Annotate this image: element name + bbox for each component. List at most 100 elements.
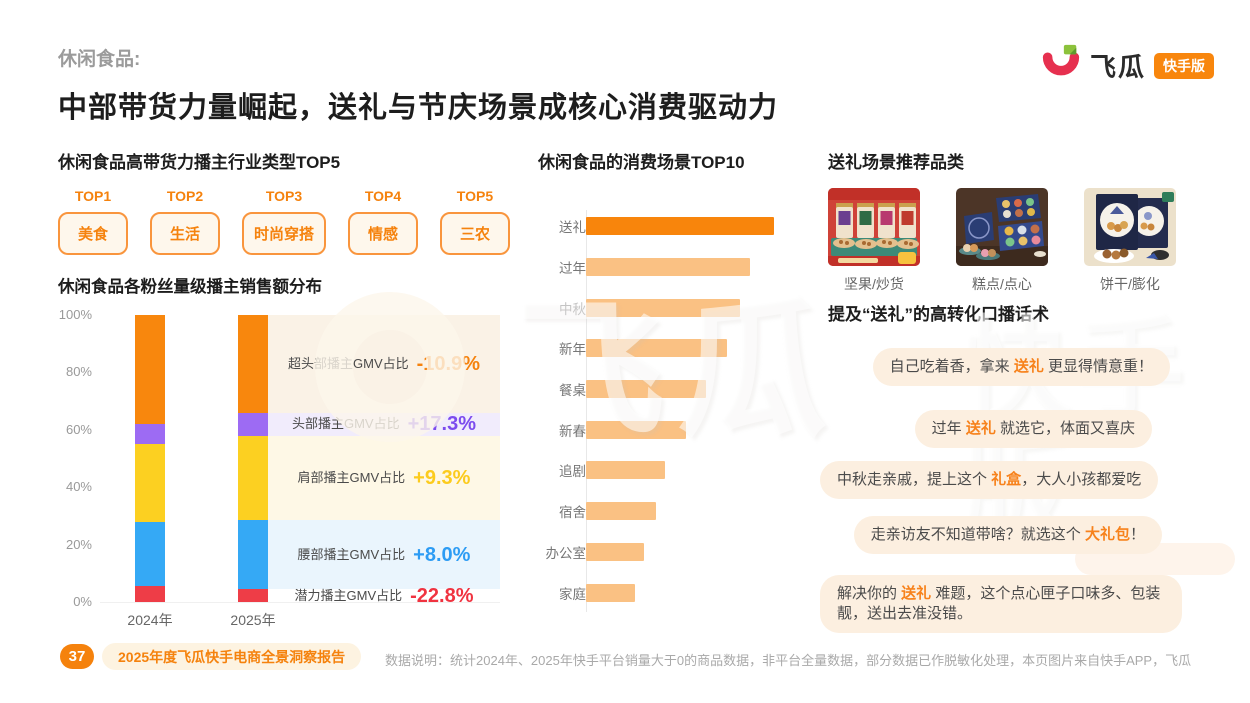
scene-axis-line bbox=[586, 210, 587, 612]
category-tag: 生活 bbox=[149, 212, 220, 255]
bar-segment bbox=[238, 520, 268, 590]
rank-label: TOP1 bbox=[74, 188, 112, 204]
bubble-text: ，大人小孩都爱吃 bbox=[1021, 471, 1142, 488]
bar-segment bbox=[238, 436, 268, 521]
band-label: 腰部播主GMV占比 bbox=[297, 546, 406, 562]
section-title-scenes: 休闲食品的消费场景TOP10 bbox=[538, 153, 745, 172]
y-axis-tick: 40% bbox=[65, 479, 92, 495]
scene-label: 新年 bbox=[559, 342, 586, 358]
scene-label: 追剧 bbox=[559, 464, 586, 480]
y-axis-tick: 20% bbox=[65, 536, 92, 552]
rank-label: TOP2 bbox=[166, 188, 204, 204]
report-name-pill: 2025年度飞瓜快手电商全景洞察报告 bbox=[102, 643, 362, 670]
brand-badge: 快手版 bbox=[1154, 52, 1215, 79]
highlight-text: 送礼 bbox=[1013, 358, 1044, 375]
highlight-text: 送礼 bbox=[901, 585, 932, 602]
page-number-badge: 37 bbox=[60, 644, 94, 669]
scene-label: 送礼 bbox=[559, 220, 586, 236]
scene-row: 中秋 bbox=[538, 287, 838, 328]
top5-item: TOP5 三农 bbox=[439, 188, 510, 255]
section-title-gmv: 休闲食品各粉丝量级播主销售额分布 bbox=[58, 278, 322, 296]
top5-row: TOP1 美食 TOP2 生活 TOP3 时尚穿搭 TOP4 情感 TOP5 三… bbox=[58, 188, 510, 255]
band-label: 潜力播主GMV占比 bbox=[294, 587, 403, 603]
top5-item: TOP3 时尚穿搭 bbox=[241, 188, 326, 255]
annotation-band: 超头部播主GMV占比 -10.9% bbox=[268, 315, 500, 413]
scene-row: 送礼 bbox=[538, 206, 838, 247]
category-tag: 时尚穿搭 bbox=[241, 212, 326, 255]
bar-segment bbox=[135, 424, 165, 444]
scene-row: 追剧 bbox=[538, 450, 838, 491]
scene-bar bbox=[586, 502, 656, 521]
talk-bubble: 解决你的 送礼 难题，这个点心匣子口味多、包装靓，送出去准没错。 bbox=[820, 575, 1182, 633]
bubble-text: ！ bbox=[1129, 526, 1145, 543]
product-label: 饼干/膨化 bbox=[1100, 276, 1160, 292]
bubble-text: 解决你的 bbox=[837, 585, 902, 602]
scene-label: 餐桌 bbox=[559, 383, 586, 399]
bubble-text: 就选它，体面又喜庆 bbox=[995, 420, 1135, 437]
top5-item: TOP2 生活 bbox=[149, 188, 220, 255]
bar-segment bbox=[238, 589, 268, 602]
gift-card: 坚果/炒货 bbox=[828, 188, 920, 294]
talk-bubble: 过年 送礼 就选它，体面又喜庆 bbox=[914, 410, 1152, 448]
top5-item: TOP1 美食 bbox=[58, 188, 128, 255]
bar-segment bbox=[135, 315, 165, 425]
section-title-top5: 休闲食品高带货力播主行业类型TOP5 bbox=[58, 153, 341, 172]
category-tag: 三农 bbox=[439, 212, 510, 255]
highlight-text: 礼盒 bbox=[991, 471, 1022, 488]
scene-bar bbox=[586, 217, 774, 236]
bubble-text: 更显得情意重！ bbox=[1043, 358, 1153, 375]
brand-name: 飞瓜 bbox=[1090, 52, 1147, 82]
scene-label: 新春 bbox=[559, 423, 586, 439]
product-image-biscuit bbox=[1084, 188, 1176, 266]
annotation-band: 肩部播主GMV占比 +9.3% bbox=[268, 436, 500, 521]
data-note: 数据说明：统计2024年、2025年快手平台销量大于0的商品数据，非平台全量数据… bbox=[385, 653, 1192, 668]
stacked-bar-2024年 bbox=[135, 315, 165, 602]
bubble-text: 中秋走亲戚，提上这个 bbox=[837, 471, 992, 488]
bubble-text: 难题，这个点心匣子口味多、包装靓，送出去准没错。 bbox=[837, 585, 1161, 622]
feigua-melon-icon bbox=[1040, 42, 1082, 89]
scene-bar bbox=[586, 380, 707, 399]
category-tag: 情感 bbox=[347, 212, 418, 255]
annotation-band: 潜力播主GMV占比 -22.8% bbox=[268, 586, 500, 606]
rank-label: TOP4 bbox=[364, 188, 402, 204]
band-label: 头部播主GMV占比 bbox=[291, 416, 400, 432]
band-change: -10.9% bbox=[416, 352, 480, 375]
bar-segment bbox=[135, 585, 165, 602]
band-change: -22.8% bbox=[410, 584, 474, 607]
scene-bar bbox=[586, 461, 665, 480]
section-title-talk: 提及“送礼”的高转化口播话术 bbox=[828, 305, 1049, 324]
rank-label: TOP3 bbox=[265, 188, 303, 204]
band-change: +8.0% bbox=[413, 543, 471, 566]
scene-chart: 送礼 过年 中秋 新年 餐桌 新春 追剧 宿舍 办公室 家庭 bbox=[538, 206, 838, 613]
product-label: 坚果/炒货 bbox=[844, 276, 904, 292]
bar-segment bbox=[238, 412, 268, 437]
gift-cards: 坚果/炒货 bbox=[828, 188, 1176, 294]
y-axis-tick: 0% bbox=[73, 594, 92, 609]
category-tag: 美食 bbox=[58, 212, 128, 255]
talk-bubbles: 自己吃着香，拿来 送礼 更显得情意重！ 过年 送礼 就选它，体面又喜庆 中秋走亲… bbox=[820, 342, 1182, 633]
scene-row: 办公室 bbox=[538, 532, 838, 573]
annotation-bands: 超头部播主GMV占比 -10.9% 头部播主GMV占比 +17.3% 肩部播主GMV占比… bbox=[268, 315, 500, 606]
y-axis-tick: 80% bbox=[65, 364, 92, 380]
bubble-text: 过年 bbox=[931, 420, 966, 437]
scene-bar bbox=[586, 583, 635, 602]
brand-logo: 飞瓜 快手版 bbox=[1040, 42, 1215, 89]
scene-bar bbox=[586, 339, 727, 358]
x-axis-label: 2025年 bbox=[230, 612, 276, 628]
scene-row: 新年 bbox=[538, 328, 838, 369]
gmv-chart: 超头部播主GMV占比 -10.9% 头部播主GMV占比 +17.3% 肩部播主GMV占比… bbox=[100, 315, 500, 606]
band-label: 肩部播主GMV占比 bbox=[297, 470, 406, 486]
band-change: +17.3% bbox=[407, 413, 476, 436]
bar-segment bbox=[238, 315, 268, 413]
scene-bar bbox=[586, 420, 686, 439]
product-image-nuts bbox=[828, 188, 920, 266]
y-axis-tick: 100% bbox=[58, 307, 92, 322]
scene-bar bbox=[586, 542, 645, 561]
talk-bubble: 中秋走亲戚，提上这个 礼盒，大人小孩都爱吃 bbox=[820, 461, 1159, 499]
highlight-text: 大礼包 bbox=[1084, 526, 1130, 543]
page-title: 中部带货力量崛起，送礼与节庆场景成核心消费驱动力 bbox=[58, 92, 779, 124]
section-title-gift: 送礼场景推荐品类 bbox=[828, 153, 964, 172]
band-change: +9.3% bbox=[413, 467, 471, 490]
scene-label: 家庭 bbox=[559, 586, 586, 602]
